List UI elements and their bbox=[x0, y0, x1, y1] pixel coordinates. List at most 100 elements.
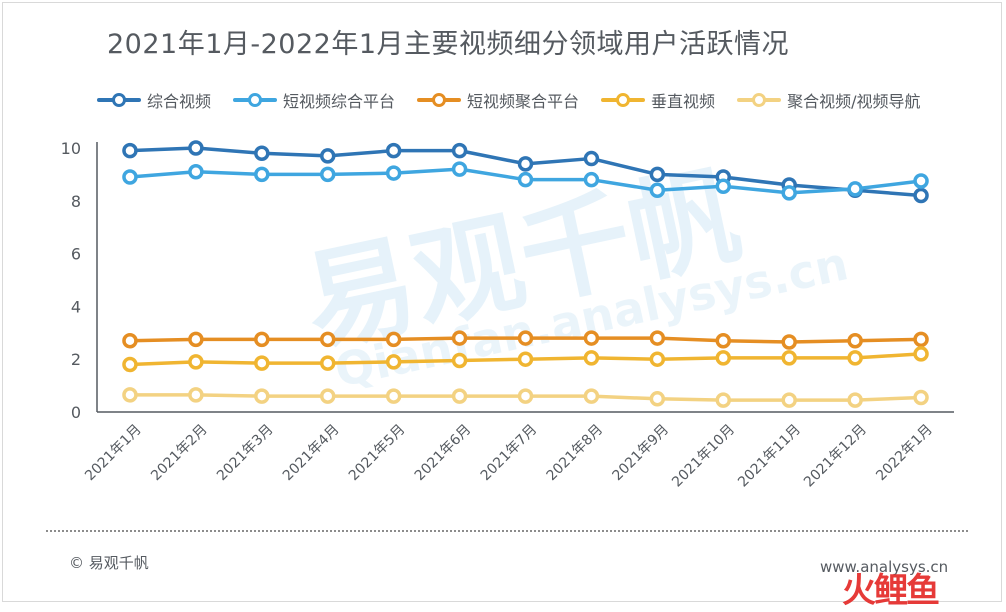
data-point bbox=[385, 142, 402, 159]
data-point bbox=[385, 354, 402, 370]
legend-item-s4[interactable]: 垂直视频 bbox=[601, 88, 715, 112]
legend-marker-icon bbox=[737, 92, 782, 108]
y-tick-label: 4 bbox=[71, 297, 81, 316]
y-tick-label: 6 bbox=[71, 245, 81, 264]
x-tick-label: 2021年8月 bbox=[544, 422, 607, 485]
data-point bbox=[319, 331, 336, 348]
data-point bbox=[781, 392, 797, 408]
data-point bbox=[847, 181, 863, 197]
data-point bbox=[715, 178, 732, 195]
data-point bbox=[913, 389, 929, 406]
x-tick-label: 2021年12月 bbox=[801, 422, 870, 491]
x-tick-label: 2021年9月 bbox=[610, 422, 673, 485]
x-tick-label: 2021年10月 bbox=[669, 422, 738, 491]
legend-label: 垂直视频 bbox=[651, 92, 716, 111]
data-point bbox=[583, 150, 600, 167]
data-point bbox=[254, 388, 270, 404]
data-point bbox=[583, 171, 600, 188]
data-point bbox=[913, 346, 929, 362]
data-point bbox=[319, 388, 336, 404]
data-point bbox=[451, 330, 468, 346]
data-point bbox=[188, 140, 204, 156]
data-point bbox=[517, 388, 534, 404]
legend-item-s3[interactable]: 短视频聚合平台 bbox=[417, 88, 579, 112]
source-url[interactable]: www.analysys.cn bbox=[820, 558, 949, 576]
data-point bbox=[517, 171, 534, 188]
data-point bbox=[254, 355, 270, 371]
series-line bbox=[128, 146, 923, 198]
data-point bbox=[385, 331, 402, 348]
y-tick-label: 10 bbox=[61, 139, 81, 158]
data-point bbox=[254, 166, 270, 183]
x-tick-label: 2021年3月 bbox=[214, 422, 277, 485]
chart-legend: 综合视频 短视频综合平台 短视频聚合平台 垂直视频 聚合视频/视频导航 bbox=[97, 88, 920, 112]
legend-marker-icon bbox=[601, 92, 646, 108]
y-tick-label: 0 bbox=[71, 403, 81, 422]
data-point bbox=[122, 387, 138, 403]
data-point bbox=[451, 388, 468, 404]
data-point bbox=[517, 330, 534, 346]
data-point bbox=[517, 351, 534, 367]
data-point bbox=[319, 166, 336, 183]
data-point bbox=[847, 392, 863, 408]
legend-marker-icon bbox=[417, 92, 462, 108]
y-tick-label: 8 bbox=[71, 192, 81, 211]
data-point bbox=[781, 334, 797, 350]
data-point bbox=[319, 148, 336, 164]
legend-marker-icon bbox=[233, 92, 278, 108]
data-point bbox=[188, 164, 204, 180]
x-tick-label: 2021年7月 bbox=[478, 422, 541, 485]
legend-item-s2[interactable]: 短视频综合平台 bbox=[233, 88, 395, 112]
chart-frame bbox=[2, 2, 1002, 602]
data-point bbox=[451, 142, 468, 159]
data-point bbox=[122, 356, 138, 373]
legend-label: 综合视频 bbox=[147, 92, 212, 111]
data-point bbox=[451, 161, 468, 177]
data-point bbox=[781, 350, 797, 366]
legend-item-s5[interactable]: 聚合视频/视频导航 bbox=[737, 88, 920, 112]
data-point bbox=[122, 332, 138, 349]
data-point bbox=[385, 165, 402, 181]
x-tick-label: 2021年4月 bbox=[280, 422, 343, 485]
x-tick-label: 2022年1月 bbox=[873, 422, 936, 485]
data-point bbox=[451, 352, 468, 369]
data-point bbox=[913, 331, 929, 348]
data-point bbox=[385, 388, 402, 404]
data-point bbox=[583, 350, 600, 366]
x-tick-label: 2021年6月 bbox=[412, 422, 475, 485]
corner-logo: 火鲤鱼 bbox=[842, 571, 940, 611]
source-label: © 易观千帆 bbox=[69, 554, 149, 572]
x-tick-label: 2021年1月 bbox=[82, 422, 145, 485]
data-point bbox=[122, 169, 138, 185]
chart-title: 2021年1月-2022年1月主要视频细分领域用户活跃情况 bbox=[107, 29, 790, 60]
data-point bbox=[188, 387, 204, 403]
data-point bbox=[913, 173, 929, 189]
footer-divider bbox=[46, 530, 968, 532]
data-point bbox=[517, 156, 534, 172]
y-tick-label: 2 bbox=[71, 350, 81, 369]
data-point bbox=[913, 187, 929, 204]
data-point bbox=[715, 350, 732, 366]
data-point bbox=[319, 355, 336, 371]
data-point bbox=[188, 331, 204, 348]
data-point bbox=[254, 145, 270, 162]
data-point bbox=[715, 332, 732, 349]
data-point bbox=[188, 354, 204, 370]
legend-item-s1[interactable]: 综合视频 bbox=[97, 88, 211, 112]
data-point bbox=[649, 166, 666, 183]
data-point bbox=[847, 332, 863, 349]
data-point bbox=[649, 351, 666, 367]
data-point bbox=[254, 331, 270, 348]
x-tick-label: 2021年5月 bbox=[346, 422, 409, 485]
data-point bbox=[715, 392, 732, 408]
x-tick-label: 2021年2月 bbox=[148, 422, 211, 485]
data-point bbox=[122, 142, 138, 159]
data-point bbox=[649, 330, 666, 346]
data-point bbox=[583, 388, 600, 404]
legend-label: 聚合视频/视频导航 bbox=[787, 92, 921, 111]
data-point bbox=[781, 185, 797, 201]
data-point bbox=[583, 330, 600, 346]
legend-marker-icon bbox=[97, 92, 141, 108]
legend-label: 短视频综合平台 bbox=[283, 92, 396, 111]
